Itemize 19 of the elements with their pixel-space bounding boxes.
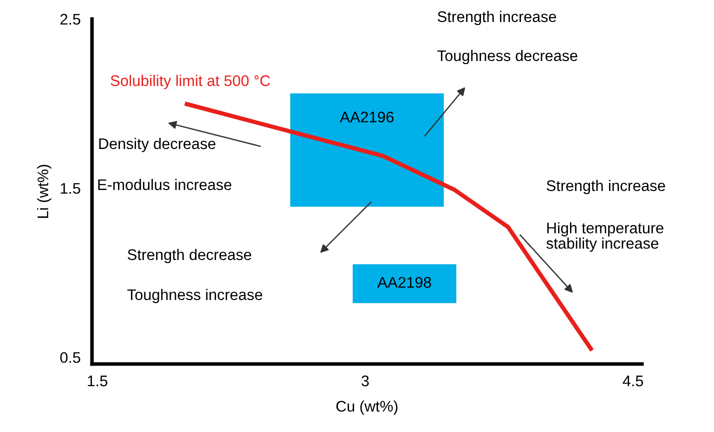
series-label: AA2198 bbox=[377, 276, 432, 288]
annotation: Strength increase bbox=[546, 180, 666, 194]
annotation: Toughness increase bbox=[127, 288, 262, 304]
annotation: High temperature stability increase bbox=[546, 222, 664, 252]
series-label: Solubility limit at 500 °C bbox=[110, 74, 270, 90]
y-axis-title: Li (wt%) bbox=[37, 164, 52, 218]
y-tick-label: 0.5 bbox=[60, 352, 80, 363]
annotation: Toughness decrease bbox=[437, 50, 578, 64]
annotation: Strength decrease bbox=[128, 248, 252, 264]
annotation: E-modulus increase bbox=[98, 178, 232, 190]
x-tick-label: 1.5 bbox=[88, 376, 108, 386]
annotation: Density decrease bbox=[99, 138, 216, 152]
series-label: AA2196 bbox=[340, 112, 394, 122]
x-tick-label: 4.5 bbox=[622, 376, 644, 386]
x-axis-title: Cu (wt%) bbox=[336, 400, 398, 415]
y-tick-label: 1.5 bbox=[60, 183, 80, 194]
x-tick-label: 3 bbox=[362, 376, 369, 386]
annotation: Strength increase bbox=[438, 10, 556, 26]
y-tick-label: 2.5 bbox=[60, 14, 80, 25]
